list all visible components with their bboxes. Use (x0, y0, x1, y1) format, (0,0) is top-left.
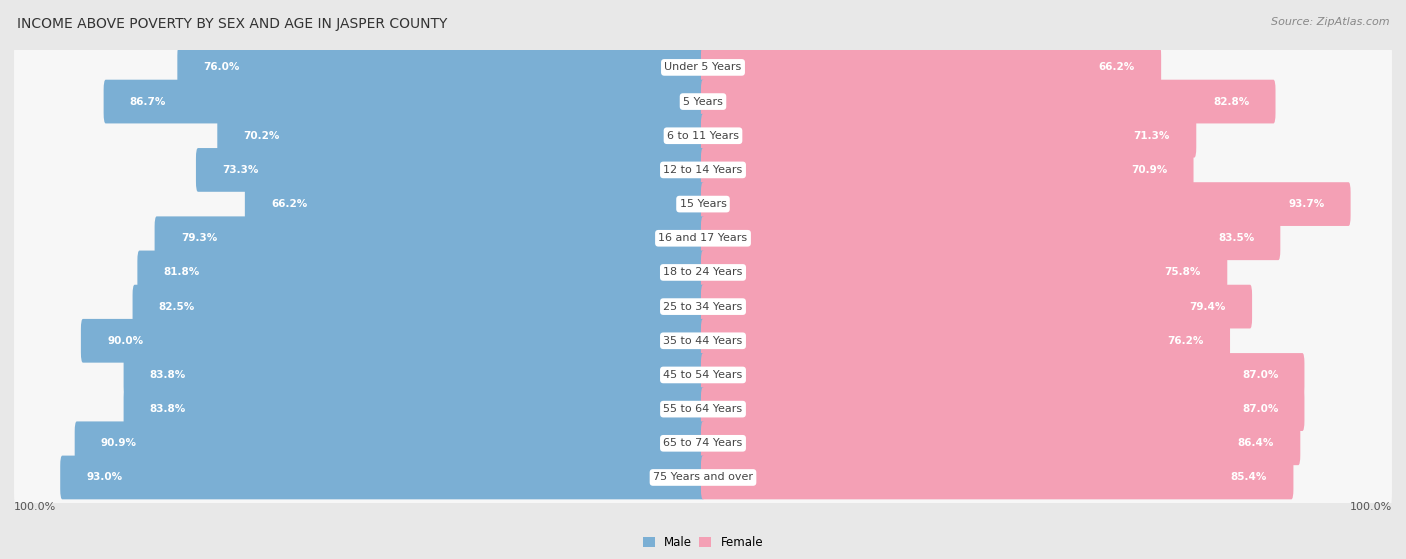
Text: 35 to 44 Years: 35 to 44 Years (664, 336, 742, 346)
FancyBboxPatch shape (138, 250, 704, 294)
FancyBboxPatch shape (702, 216, 1281, 260)
Text: 12 to 14 Years: 12 to 14 Years (664, 165, 742, 175)
FancyBboxPatch shape (702, 250, 1227, 294)
FancyBboxPatch shape (702, 45, 1161, 89)
FancyBboxPatch shape (702, 148, 1194, 192)
FancyBboxPatch shape (14, 35, 1392, 100)
FancyBboxPatch shape (14, 103, 1392, 169)
Text: 86.7%: 86.7% (129, 97, 166, 107)
Text: 6 to 11 Years: 6 to 11 Years (666, 131, 740, 141)
FancyBboxPatch shape (702, 319, 1230, 363)
Text: 79.3%: 79.3% (181, 233, 217, 243)
Text: 81.8%: 81.8% (163, 267, 200, 277)
FancyBboxPatch shape (82, 319, 704, 363)
FancyBboxPatch shape (14, 342, 1392, 408)
Text: 18 to 24 Years: 18 to 24 Years (664, 267, 742, 277)
Text: 75.8%: 75.8% (1164, 267, 1201, 277)
FancyBboxPatch shape (14, 308, 1392, 373)
FancyBboxPatch shape (60, 456, 704, 499)
Text: 55 to 64 Years: 55 to 64 Years (664, 404, 742, 414)
Text: 45 to 54 Years: 45 to 54 Years (664, 370, 742, 380)
FancyBboxPatch shape (245, 182, 704, 226)
FancyBboxPatch shape (702, 114, 1197, 158)
FancyBboxPatch shape (14, 137, 1392, 203)
Text: 16 and 17 Years: 16 and 17 Years (658, 233, 748, 243)
Text: 82.8%: 82.8% (1213, 97, 1250, 107)
Text: 15 Years: 15 Years (679, 199, 727, 209)
Text: 90.9%: 90.9% (101, 438, 136, 448)
FancyBboxPatch shape (75, 421, 704, 465)
Text: 65 to 74 Years: 65 to 74 Years (664, 438, 742, 448)
Text: 71.3%: 71.3% (1133, 131, 1170, 141)
FancyBboxPatch shape (195, 148, 704, 192)
Text: 93.0%: 93.0% (86, 472, 122, 482)
Text: 83.8%: 83.8% (150, 370, 186, 380)
Text: 73.3%: 73.3% (222, 165, 259, 175)
FancyBboxPatch shape (14, 240, 1392, 305)
Text: 87.0%: 87.0% (1241, 404, 1278, 414)
Text: 66.2%: 66.2% (271, 199, 308, 209)
Text: 75 Years and over: 75 Years and over (652, 472, 754, 482)
Text: 83.8%: 83.8% (150, 404, 186, 414)
FancyBboxPatch shape (14, 171, 1392, 237)
Text: 5 Years: 5 Years (683, 97, 723, 107)
Text: 25 to 34 Years: 25 to 34 Years (664, 302, 742, 311)
Text: 66.2%: 66.2% (1098, 63, 1135, 73)
FancyBboxPatch shape (702, 285, 1253, 329)
FancyBboxPatch shape (124, 353, 704, 397)
FancyBboxPatch shape (124, 387, 704, 431)
Text: INCOME ABOVE POVERTY BY SEX AND AGE IN JASPER COUNTY: INCOME ABOVE POVERTY BY SEX AND AGE IN J… (17, 17, 447, 31)
Text: 83.5%: 83.5% (1218, 233, 1254, 243)
FancyBboxPatch shape (702, 182, 1351, 226)
Text: 86.4%: 86.4% (1237, 438, 1274, 448)
Legend: Male, Female: Male, Female (643, 536, 763, 549)
Text: 90.0%: 90.0% (107, 336, 143, 346)
Text: 82.5%: 82.5% (159, 302, 195, 311)
Text: 70.9%: 70.9% (1130, 165, 1167, 175)
FancyBboxPatch shape (104, 80, 704, 124)
FancyBboxPatch shape (702, 421, 1301, 465)
Text: 87.0%: 87.0% (1241, 370, 1278, 380)
FancyBboxPatch shape (14, 69, 1392, 134)
FancyBboxPatch shape (155, 216, 704, 260)
FancyBboxPatch shape (132, 285, 704, 329)
Text: 85.4%: 85.4% (1230, 472, 1267, 482)
Text: 79.4%: 79.4% (1189, 302, 1226, 311)
FancyBboxPatch shape (702, 387, 1305, 431)
FancyBboxPatch shape (702, 456, 1294, 499)
Text: 76.2%: 76.2% (1167, 336, 1204, 346)
FancyBboxPatch shape (14, 410, 1392, 476)
FancyBboxPatch shape (702, 80, 1275, 124)
Text: 70.2%: 70.2% (243, 131, 280, 141)
Text: 100.0%: 100.0% (14, 502, 56, 512)
FancyBboxPatch shape (14, 274, 1392, 339)
FancyBboxPatch shape (14, 206, 1392, 271)
Text: Under 5 Years: Under 5 Years (665, 63, 741, 73)
FancyBboxPatch shape (177, 45, 704, 89)
FancyBboxPatch shape (218, 114, 704, 158)
Text: 100.0%: 100.0% (1350, 502, 1392, 512)
Text: 76.0%: 76.0% (204, 63, 240, 73)
FancyBboxPatch shape (14, 444, 1392, 510)
Text: Source: ZipAtlas.com: Source: ZipAtlas.com (1271, 17, 1389, 27)
FancyBboxPatch shape (14, 376, 1392, 442)
Text: 93.7%: 93.7% (1288, 199, 1324, 209)
FancyBboxPatch shape (702, 353, 1305, 397)
